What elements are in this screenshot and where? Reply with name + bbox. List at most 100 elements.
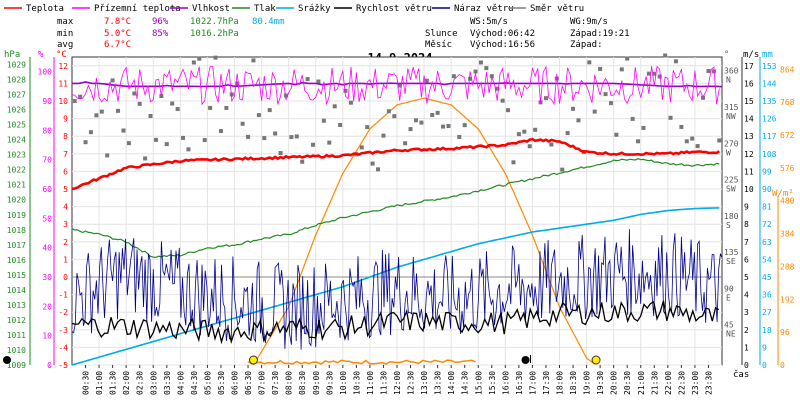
- tick-mm: 36: [762, 291, 772, 300]
- tick-ms: 9: [744, 203, 749, 212]
- point-wind-dir: [484, 66, 489, 71]
- x-tick-label: 03:30: [163, 371, 172, 395]
- legend-label: Směr větru: [530, 4, 584, 14]
- tick-temp: 0: [63, 273, 68, 282]
- tick-ms: 13: [744, 132, 754, 141]
- point-wind-dir: [668, 115, 673, 120]
- point-wind-dir: [706, 68, 711, 73]
- point-wind-dir: [256, 113, 261, 118]
- point-wind-dir: [311, 142, 316, 147]
- point-wind-dir: [283, 93, 288, 98]
- point-wind-dir: [473, 69, 478, 74]
- tick-hpa: 1021: [7, 181, 26, 190]
- point-wind-dir: [175, 107, 180, 112]
- point-wind-dir: [462, 123, 467, 128]
- x-tick-label: 16:00: [501, 371, 510, 395]
- point-wind-dir: [549, 142, 554, 147]
- point-wind-dir: [533, 127, 538, 132]
- moonrise-marker: [521, 356, 530, 364]
- point-wind-dir: [560, 167, 565, 172]
- x-tick-label: 23:30: [704, 371, 713, 395]
- tick-pct: 10: [42, 332, 52, 341]
- tick-pct: 90: [42, 97, 52, 106]
- tick-hpa: 1023: [7, 151, 26, 160]
- tick-temp: 6: [63, 167, 68, 176]
- point-wind-dir: [321, 118, 326, 123]
- tick-hpa: 1026: [7, 106, 26, 115]
- point-wind-dir: [663, 53, 668, 58]
- unit-pct: %: [38, 50, 44, 60]
- tick-mm: 72: [762, 220, 772, 229]
- point-wind-dir: [273, 131, 278, 136]
- tick-mm: 45: [762, 273, 772, 282]
- tick-ms: 10: [744, 185, 754, 194]
- tick-dir-label: NW: [726, 112, 736, 121]
- grid: [71, 56, 723, 366]
- point-wind-dir: [679, 124, 684, 129]
- sunset-marker: [591, 355, 601, 365]
- point-wind-dir: [717, 138, 722, 143]
- tick-hpa: 1011: [7, 331, 26, 340]
- point-wind-dir: [592, 109, 597, 114]
- x-tick-label: 01:00: [95, 371, 104, 395]
- point-wind-dir: [598, 66, 603, 71]
- point-wind-dir: [457, 134, 462, 139]
- stat-moonset: Západ:: [570, 40, 603, 50]
- x-tick-label: 19:30: [596, 371, 605, 395]
- point-wind-dir: [121, 128, 126, 133]
- tick-ms: 12: [744, 150, 754, 159]
- series-humidity: [72, 81, 723, 88]
- legend-label: Přízemní teplota: [94, 4, 181, 14]
- tick-ms: 7: [744, 238, 749, 247]
- unit-c: °C: [56, 50, 67, 60]
- tick-dir-label: W: [726, 148, 731, 157]
- tick-dir: 315: [724, 103, 739, 112]
- point-wind-dir: [78, 94, 83, 99]
- x-tick-label: 02:30: [136, 371, 145, 395]
- point-wind-dir: [213, 55, 218, 60]
- point-wind-dir: [278, 151, 283, 156]
- point-wind-dir: [218, 129, 223, 134]
- x-axis: 00:30 01:00 01:30 02:00 02:30 03:00 03:30 04:00…: [82, 365, 713, 395]
- point-wind-dir: [88, 130, 93, 135]
- point-wind-dir: [332, 104, 337, 109]
- tick-dir: 135: [724, 248, 739, 257]
- unit-ms: m/s: [743, 50, 759, 60]
- legend-label: Rychlost větru: [356, 4, 432, 14]
- tick-dir: 225: [724, 176, 739, 185]
- tick-mm: 81: [762, 203, 772, 212]
- x-tick-label: 07:30: [271, 371, 280, 395]
- tick-hpa: 1019: [7, 211, 26, 220]
- tick-temp: 2: [63, 238, 68, 247]
- tick-dir-label: E: [726, 293, 731, 302]
- point-wind-dir: [619, 67, 624, 72]
- tick-hpa: 1029: [7, 61, 26, 70]
- x-tick-label: 16:30: [515, 371, 524, 395]
- stat-moon-label: Měsíc: [425, 40, 452, 50]
- x-tick-label: 10:00: [339, 371, 348, 395]
- unit-hpa: hPa: [4, 50, 20, 60]
- tick-hpa: 1013: [7, 301, 26, 310]
- tick-temp: 7: [63, 150, 68, 159]
- tick-ms: 0: [744, 361, 749, 370]
- tick-temp: -3: [58, 326, 68, 335]
- point-wind-dir: [516, 132, 521, 137]
- point-wind-dir: [126, 141, 131, 146]
- tick-hpa: 1022: [7, 166, 26, 175]
- tick-hpa: 1009: [7, 361, 26, 370]
- x-tick-label: 12:30: [407, 371, 416, 395]
- tick-ms: 15: [744, 97, 754, 106]
- tick-hpa: 1015: [7, 271, 26, 280]
- tick-pct: 30: [42, 273, 52, 282]
- point-wind-dir: [614, 132, 619, 137]
- series-ground-temp: [71, 65, 720, 106]
- point-wind-dir: [430, 112, 435, 117]
- point-wind-dir: [478, 60, 483, 65]
- stat-min-label: min: [57, 29, 73, 39]
- tick-ms: 4: [744, 291, 749, 300]
- sunrise-marker: [248, 355, 258, 365]
- x-tick-label: 08:00: [285, 371, 294, 395]
- tick-hpa: 1028: [7, 76, 26, 85]
- legend: Teplota Přízemní teplota Vlhkost Tlak Srážky…: [4, 4, 584, 14]
- point-wind-dir: [365, 125, 370, 130]
